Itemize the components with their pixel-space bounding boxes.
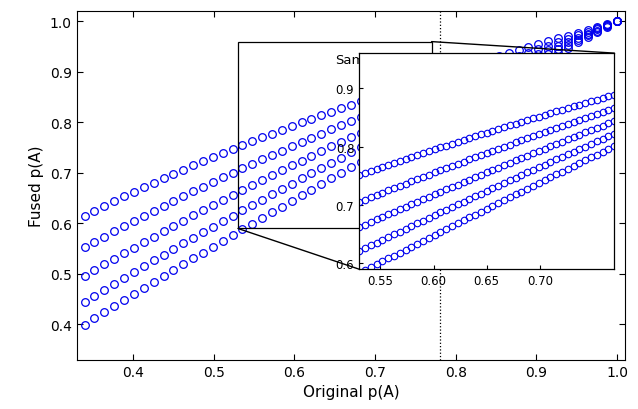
X-axis label: Original p(A): Original p(A) <box>302 384 399 399</box>
Bar <box>238 43 431 229</box>
Text: Sampling: Sampling <box>335 54 440 99</box>
Y-axis label: Fused p(A): Fused p(A) <box>29 146 44 227</box>
